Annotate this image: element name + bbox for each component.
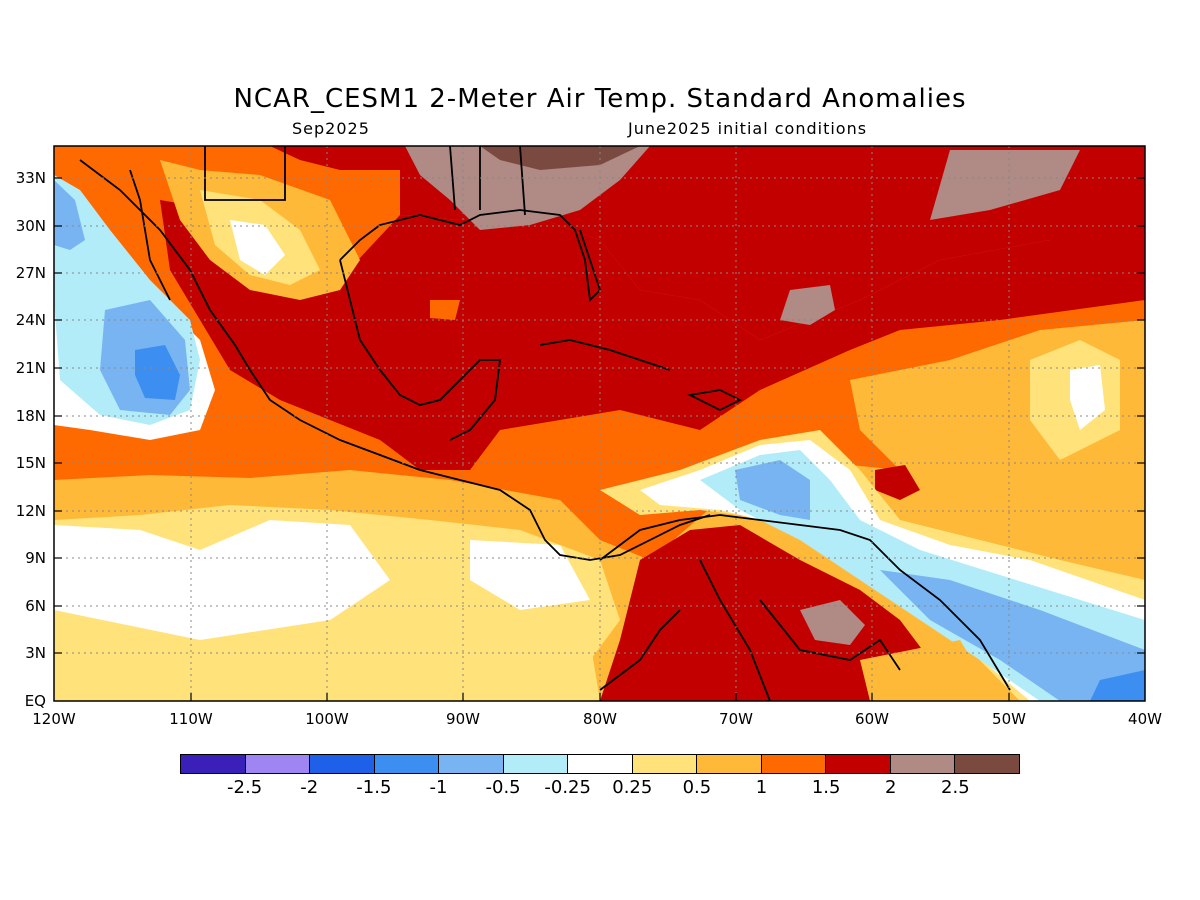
lon-label: 40W xyxy=(1128,710,1162,728)
coastlines xyxy=(79,146,1011,701)
colorbar-label: 2 xyxy=(885,777,897,798)
colorbar-swatch xyxy=(439,755,504,773)
lon-label: 90W xyxy=(446,710,480,728)
colorbar-label: -2 xyxy=(300,777,319,798)
lat-label: 33N xyxy=(15,169,46,187)
valid-month-label: Sep2025 xyxy=(292,119,370,138)
colorbar-swatch xyxy=(890,755,956,773)
lat-label: 6N xyxy=(25,597,46,615)
colorbar-swatch xyxy=(761,755,827,773)
colorbar-swatch xyxy=(374,755,440,773)
colorbar-swatch xyxy=(245,755,311,773)
anomaly-field xyxy=(54,146,1145,701)
lat-label: 15N xyxy=(15,454,46,472)
colorbar-swatch xyxy=(181,755,246,773)
colorbar-label: -0.5 xyxy=(485,777,521,798)
colorbar-label: 0.25 xyxy=(612,777,653,798)
colorbar-swatch xyxy=(955,755,1019,773)
colorbar-label: -1.5 xyxy=(356,777,392,798)
lat-label: 27N xyxy=(15,264,46,282)
lon-label: 60W xyxy=(855,710,889,728)
lon-label: 110W xyxy=(169,710,213,728)
lat-label: 24N xyxy=(15,311,46,329)
colorbar-swatch xyxy=(503,755,569,773)
initial-conditions-label: June2025 initial conditions xyxy=(628,119,868,138)
lon-label: 120W xyxy=(32,710,76,728)
colorbar-label: -2.5 xyxy=(227,777,263,798)
colorbar-swatch xyxy=(632,755,698,773)
lon-label: 70W xyxy=(719,710,753,728)
colorbar-label: 1 xyxy=(755,777,768,798)
colorbar-label: 1.5 xyxy=(811,777,841,798)
lat-label: 30N xyxy=(15,217,46,235)
colorbar-swatch xyxy=(310,755,375,773)
lat-label: 12N xyxy=(15,502,46,520)
lat-label: 9N xyxy=(25,549,46,567)
lon-label: 50W xyxy=(992,710,1026,728)
lat-label: EQ xyxy=(24,692,46,710)
colorbar-swatch xyxy=(826,755,891,773)
map-title: NCAR_CESM1 2-Meter Air Temp. Standard An… xyxy=(233,84,967,114)
colorbar-label: -1 xyxy=(429,777,448,798)
lat-label: 21N xyxy=(15,359,46,377)
colorbar-swatch xyxy=(568,755,633,773)
colorbar-label: -0.25 xyxy=(544,777,591,798)
colorbar-swatch xyxy=(697,755,762,773)
colorbar-label: 2.5 xyxy=(941,777,970,798)
lon-label: 80W xyxy=(583,710,617,728)
colorbar xyxy=(180,754,1020,774)
lat-label: 3N xyxy=(25,644,46,662)
lat-label: 18N xyxy=(15,407,46,425)
colorbar-label: 0.5 xyxy=(682,777,712,798)
graticule xyxy=(54,146,1145,701)
lon-label: 100W xyxy=(305,710,349,728)
axis-ticks xyxy=(54,177,1145,701)
